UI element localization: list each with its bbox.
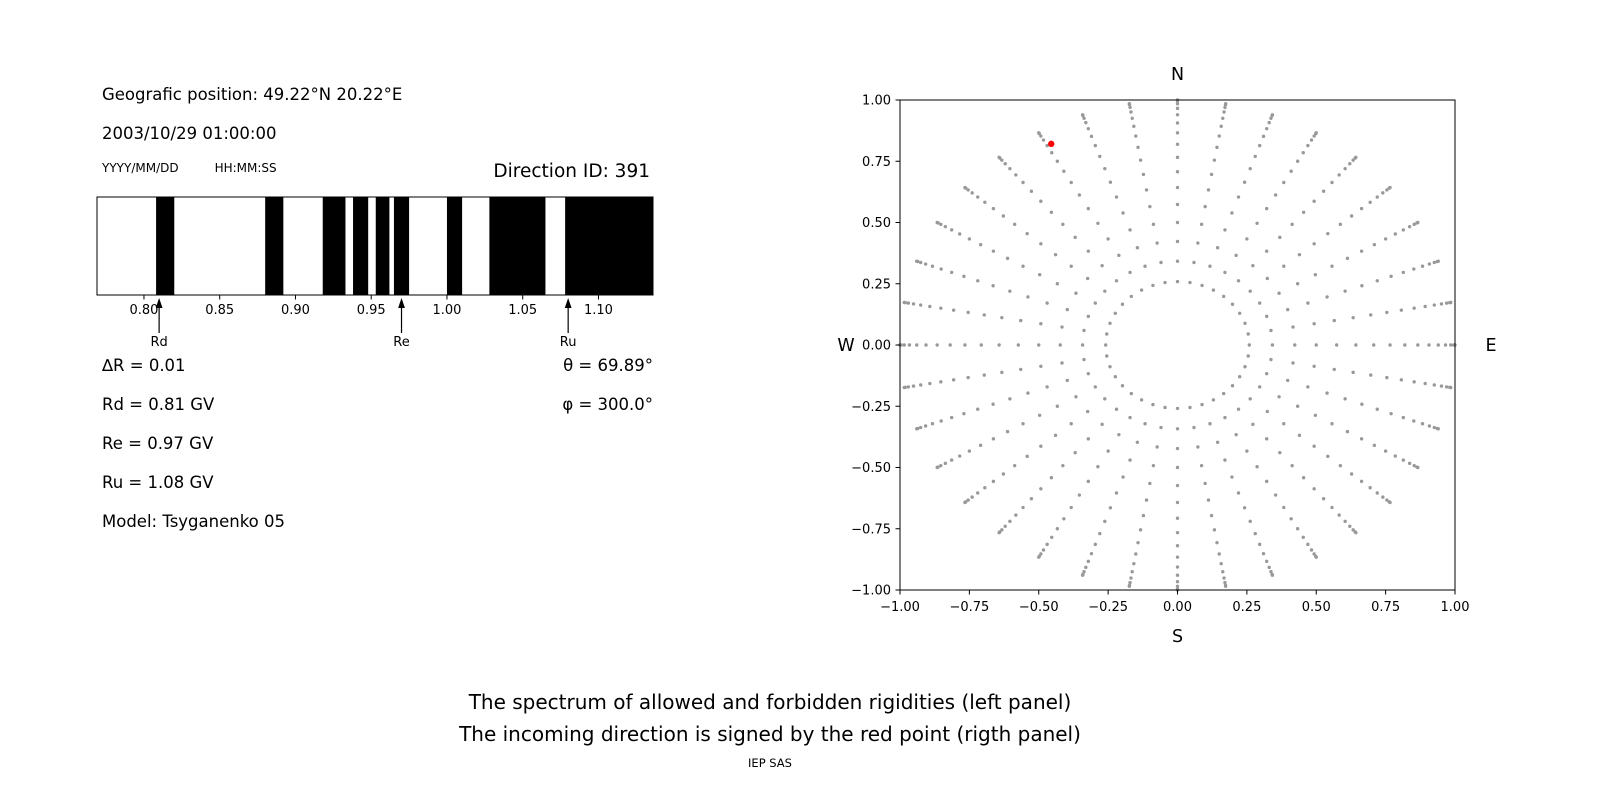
svg-text:0.95: 0.95 bbox=[357, 303, 386, 318]
rd-value: Rd = 0.81 GV bbox=[102, 395, 215, 414]
caption-line-1: The spectrum of allowed and forbidden ri… bbox=[468, 690, 1072, 714]
svg-text:1.00: 1.00 bbox=[1441, 600, 1470, 615]
svg-text:0.75: 0.75 bbox=[1371, 600, 1400, 615]
svg-text:0.80: 0.80 bbox=[129, 303, 158, 318]
svg-text:−0.75: −0.75 bbox=[949, 600, 989, 615]
time-format-hint: HH:MM:SS bbox=[214, 161, 277, 175]
delta-r-value: ∆R = 0.01 bbox=[102, 356, 186, 375]
svg-text:−0.75: −0.75 bbox=[851, 522, 891, 537]
svg-text:N: N bbox=[1171, 65, 1184, 85]
rigidity-spectrum-chart: 0.80 0.85 0.90 0.95 1.00 1.05 1.10 Rd Re Ru bbox=[96, 196, 654, 350]
svg-text:S: S bbox=[1172, 627, 1183, 647]
re-value: Re = 0.97 GV bbox=[102, 434, 214, 453]
svg-text:0.50: 0.50 bbox=[862, 216, 891, 231]
theta-value: θ = 69.89° bbox=[563, 356, 653, 375]
svg-text:−1.00: −1.00 bbox=[851, 584, 891, 599]
svg-text:0.25: 0.25 bbox=[1232, 600, 1261, 615]
svg-text:−0.50: −0.50 bbox=[851, 461, 891, 476]
geographic-position-label: Geografic position: 49.22°N 20.22°E bbox=[102, 85, 403, 104]
svg-text:1.10: 1.10 bbox=[584, 303, 613, 318]
svg-text:0.50: 0.50 bbox=[1302, 600, 1331, 615]
direction-id-label: Direction ID: 391 bbox=[493, 161, 650, 182]
svg-text:0.90: 0.90 bbox=[281, 303, 310, 318]
datetime-label: 2003/10/29 01:00:00 bbox=[102, 124, 277, 143]
svg-text:−0.25: −0.25 bbox=[1088, 600, 1128, 615]
svg-text:−0.50: −0.50 bbox=[1019, 600, 1059, 615]
caption-line-2: The incoming direction is signed by the … bbox=[459, 722, 1081, 746]
phi-value: φ = 300.0° bbox=[562, 395, 653, 414]
svg-text:0.00: 0.00 bbox=[862, 339, 891, 354]
svg-text:1.00: 1.00 bbox=[432, 303, 461, 318]
svg-text:1.00: 1.00 bbox=[862, 94, 891, 109]
svg-text:1.05: 1.05 bbox=[508, 303, 537, 318]
svg-text:−0.25: −0.25 bbox=[851, 400, 891, 415]
svg-text:Re: Re bbox=[393, 335, 409, 350]
svg-text:0.00: 0.00 bbox=[1163, 600, 1192, 615]
svg-text:Ru: Ru bbox=[560, 335, 577, 350]
svg-text:Rd: Rd bbox=[150, 335, 167, 350]
svg-text:0.75: 0.75 bbox=[862, 155, 891, 170]
svg-text:E: E bbox=[1485, 336, 1496, 356]
ru-value: Ru = 1.08 GV bbox=[102, 473, 214, 492]
svg-text:W: W bbox=[837, 336, 854, 356]
svg-text:0.25: 0.25 bbox=[862, 277, 891, 292]
credit-label: IEP SAS bbox=[748, 756, 792, 770]
datetime-format-row: YYYY/MM/DD HH:MM:SS bbox=[102, 161, 277, 175]
caption-block: The spectrum of allowed and forbidden ri… bbox=[0, 686, 1540, 770]
svg-text:0.85: 0.85 bbox=[205, 303, 234, 318]
svg-text:−1.00: −1.00 bbox=[880, 600, 920, 615]
incoming-direction-chart: −1.00 −0.75 −0.50 −0.25 0.00 0.25 0.50 0.75 1.00… bbox=[837, 65, 1496, 647]
date-format-hint: YYYY/MM/DD bbox=[102, 161, 179, 175]
model-label: Model: Tsyganenko 05 bbox=[102, 512, 286, 531]
